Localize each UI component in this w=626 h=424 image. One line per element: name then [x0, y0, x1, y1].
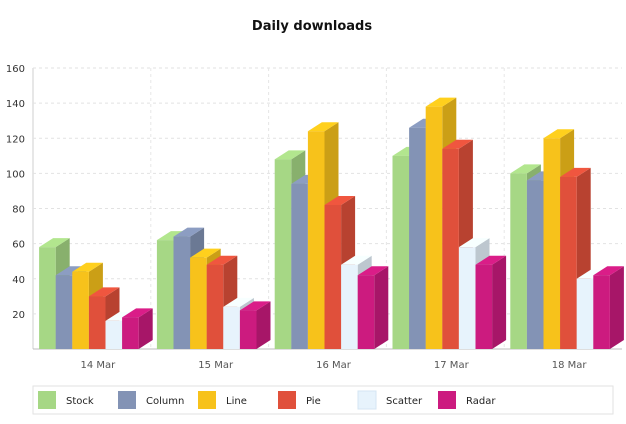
y-tick-label: 120	[6, 134, 25, 145]
y-tick-label: 140	[6, 99, 25, 110]
chart-title: Daily downloads	[252, 19, 372, 34]
y-tick-label: 20	[12, 310, 25, 321]
legend-swatch	[38, 391, 56, 409]
legend-item-line: Line	[198, 391, 247, 409]
legend-swatch	[357, 390, 377, 410]
y-tick-label: 160	[6, 64, 25, 75]
legend: Stock Column Line Pie Scatter Radar	[32, 385, 614, 415]
bar-radar	[239, 301, 271, 349]
x-tick-label: 14 Mar	[81, 360, 117, 371]
legend-item-stock: Stock	[38, 391, 94, 409]
legend-label: Line	[226, 396, 247, 407]
legend-label: Column	[146, 396, 184, 407]
bar-radar	[475, 255, 507, 349]
x-tick-label: 16 Mar	[316, 360, 352, 371]
y-tick-label: 80	[12, 205, 25, 216]
legend-item-pie: Pie	[278, 391, 321, 409]
plot-area: 20 40 60 80 100 120 140 160 14 Mar 15 Mar 16 Mar 17…	[6, 64, 624, 371]
legend-label: Radar	[466, 396, 496, 407]
legend-label: Stock	[66, 396, 94, 407]
legend-swatch	[278, 391, 296, 409]
legend-label: Pie	[306, 396, 321, 407]
legend-item-scatter: Scatter	[357, 390, 423, 410]
legend-item-column: Column	[118, 391, 184, 409]
legend-swatch	[118, 391, 136, 409]
legend-swatch	[198, 391, 216, 409]
bar-radar	[357, 266, 389, 349]
x-tick-label: 18 Mar	[552, 360, 588, 371]
y-tick-label: 100	[6, 169, 25, 180]
legend-swatch	[438, 391, 456, 409]
legend-item-radar: Radar	[438, 391, 496, 409]
bar-radar	[593, 266, 624, 349]
x-tick-label: 15 Mar	[198, 360, 234, 371]
bar-radar	[122, 308, 153, 349]
x-tick-label: 17 Mar	[434, 360, 470, 371]
y-tick-label: 60	[12, 240, 25, 251]
y-tick-label: 40	[12, 275, 25, 286]
legend-label: Scatter	[386, 396, 423, 407]
